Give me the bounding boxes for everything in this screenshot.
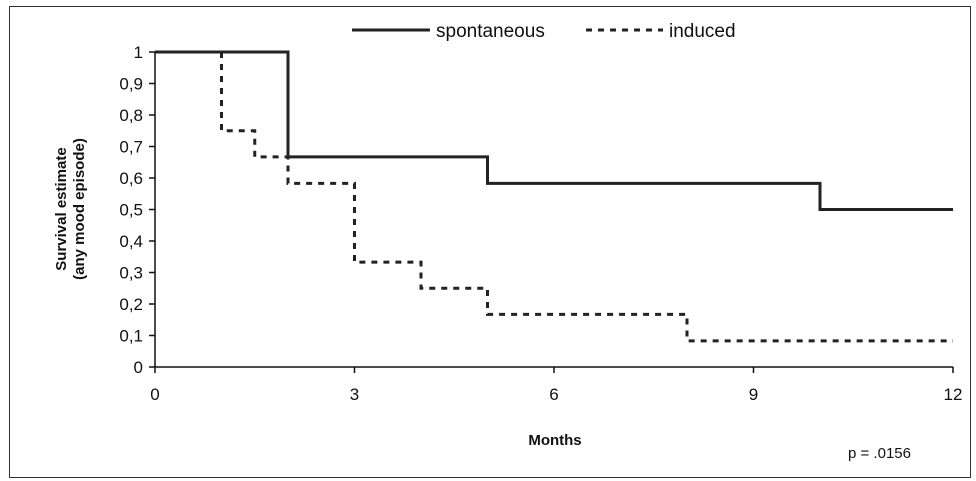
x-tick-label: 0 [150,385,159,404]
axes: 0 0,1 0,2 0,3 0,4 0,5 0,6 0,7 0,8 0,9 1 0 3 6 9 12 [119,43,962,404]
series-induced-line [220,52,953,343]
y-tick-label: 1 [134,43,143,62]
x-tick-label: 9 [749,385,758,404]
series-spontaneous-line [155,50,953,211]
y-tick-label: 0,4 [119,232,143,251]
y-axis-title-line-2: (any mood episode) [71,138,88,280]
y-tick-label: 0,2 [119,295,143,314]
legend-induced-label: induced [669,21,736,42]
x-tick-label: 12 [944,385,963,404]
legend: spontaneous induced [352,21,736,42]
x-tick-label: 3 [350,385,359,404]
y-tick-label: 0,6 [119,169,143,188]
y-axis-title-line-1: Survival estimate [53,147,70,270]
x-tick-label: 6 [549,385,558,404]
y-tick-label: 0,1 [119,327,143,346]
chart-frame [9,6,971,478]
y-tick-label: 0,5 [119,201,143,220]
y-tick-label: 0,3 [119,264,143,283]
p-value-annotation: p = .0156 [848,445,911,462]
series-layer [155,50,953,343]
y-tick-label: 0,8 [119,106,143,125]
y-tick-label: 0,9 [119,75,143,94]
x-axis-title: Months [528,432,581,449]
legend-spontaneous-label: spontaneous [436,21,545,42]
y-tick-label: 0 [134,358,143,377]
y-tick-label: 0,7 [119,138,143,157]
